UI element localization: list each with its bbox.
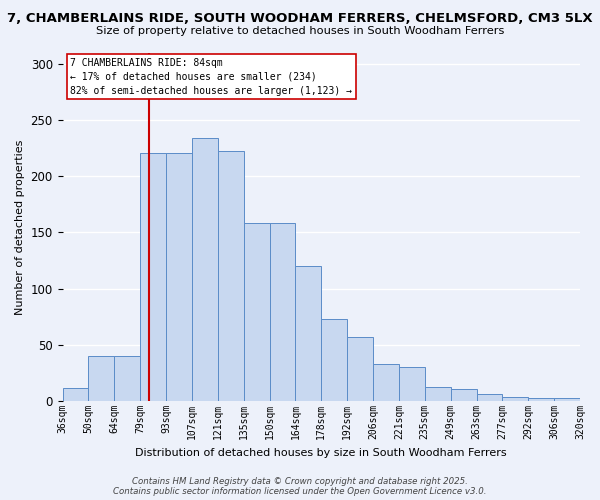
Bar [166, 152, 192, 401]
Bar [192, 138, 218, 401]
Bar [140, 152, 166, 401]
Bar [321, 319, 347, 401]
Bar [528, 398, 554, 401]
Bar [269, 224, 295, 401]
Text: Contains HM Land Registry data © Crown copyright and database right 2025.
Contai: Contains HM Land Registry data © Crown c… [113, 476, 487, 496]
Text: 7, CHAMBERLAINS RIDE, SOUTH WOODHAM FERRERS, CHELMSFORD, CM3 5LX: 7, CHAMBERLAINS RIDE, SOUTH WOODHAM FERR… [7, 12, 593, 26]
Y-axis label: Number of detached properties: Number of detached properties [15, 139, 25, 314]
Bar [425, 386, 451, 401]
Bar [399, 368, 425, 401]
Bar [373, 364, 399, 401]
Bar [451, 389, 476, 401]
Text: Size of property relative to detached houses in South Woodham Ferrers: Size of property relative to detached ho… [96, 26, 504, 36]
Bar [62, 388, 88, 401]
Text: 7 CHAMBERLAINS RIDE: 84sqm
← 17% of detached houses are smaller (234)
82% of sem: 7 CHAMBERLAINS RIDE: 84sqm ← 17% of deta… [70, 58, 352, 96]
Bar [295, 266, 321, 401]
Bar [88, 356, 114, 401]
Bar [347, 337, 373, 401]
Bar [502, 396, 528, 401]
Bar [554, 398, 580, 401]
Bar [476, 394, 502, 401]
X-axis label: Distribution of detached houses by size in South Woodham Ferrers: Distribution of detached houses by size … [136, 448, 507, 458]
Bar [114, 356, 140, 401]
Bar [218, 152, 244, 401]
Bar [244, 224, 269, 401]
